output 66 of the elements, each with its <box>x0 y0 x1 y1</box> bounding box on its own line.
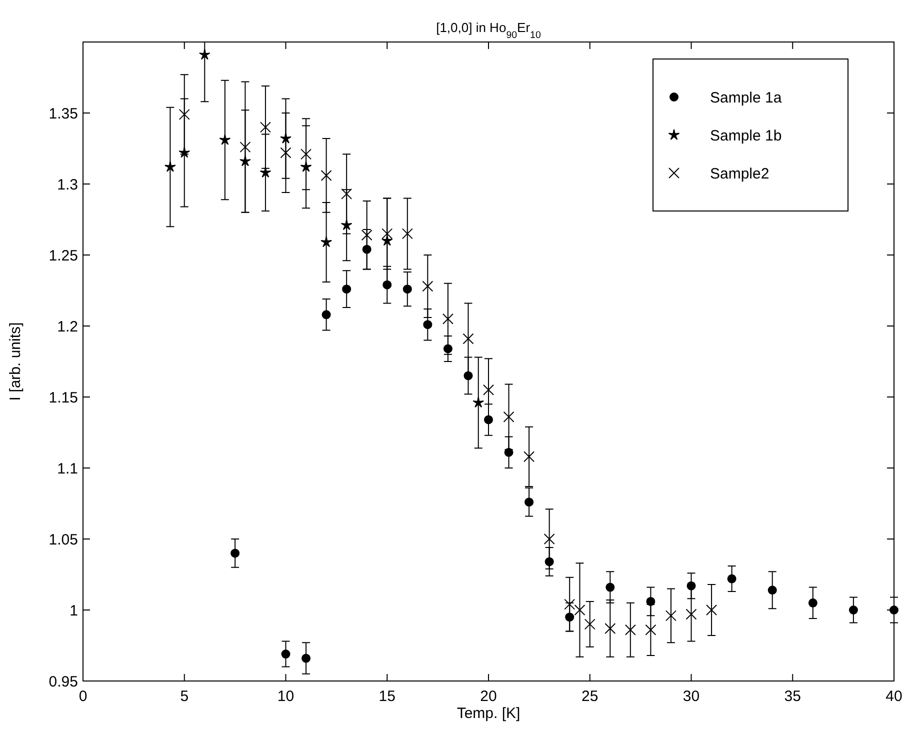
y-tick-label: 1.1 <box>57 460 78 478</box>
y-tick-label: 1.3 <box>57 176 78 194</box>
x-tick-label: 10 <box>277 688 294 705</box>
x-tick-label: 40 <box>886 688 902 705</box>
legend-label: Sample 1b <box>710 127 782 144</box>
point <box>606 582 615 592</box>
point <box>564 598 576 610</box>
point <box>544 534 555 544</box>
point <box>198 48 210 60</box>
legend-label: Sample 1a <box>710 89 782 106</box>
y-tick-label: 1.2 <box>57 318 78 336</box>
point <box>524 498 534 507</box>
x-tick-label: 5 <box>180 688 189 705</box>
point <box>462 333 474 344</box>
point <box>645 624 656 636</box>
point <box>624 624 636 636</box>
y-tick-label: 1.35 <box>48 105 78 122</box>
point <box>260 166 272 178</box>
point <box>280 147 292 158</box>
point <box>322 310 331 320</box>
x-tick-label: 25 <box>582 688 598 705</box>
point <box>281 650 290 659</box>
point <box>302 654 311 663</box>
point <box>219 134 231 145</box>
y-tick-label: 1.05 <box>48 531 78 548</box>
point <box>320 170 332 181</box>
x-tick-label: 35 <box>784 688 801 705</box>
x-tick-label: 15 <box>378 688 396 705</box>
y-tick-label: 0.95 <box>48 673 78 690</box>
y-tick-label: 1.15 <box>48 389 78 406</box>
point <box>342 284 352 294</box>
point <box>768 586 777 595</box>
point <box>848 606 858 614</box>
point <box>382 228 393 240</box>
point <box>808 598 818 608</box>
point <box>402 228 413 240</box>
point <box>706 604 718 616</box>
x-tick-label: 30 <box>682 688 700 705</box>
point <box>686 608 697 620</box>
y-tick-label: 1 <box>70 602 78 620</box>
point <box>665 610 676 622</box>
point <box>240 142 251 153</box>
y-axis-title: I [arb. units] <box>7 322 24 401</box>
x-tick-label: 20 <box>480 688 497 705</box>
point <box>483 384 494 396</box>
point <box>524 451 535 462</box>
y-tick-label: 1.25 <box>48 247 78 264</box>
point <box>164 160 176 172</box>
x-axis-title: Temp. [K] <box>456 705 520 722</box>
point <box>178 108 190 120</box>
point <box>260 122 271 133</box>
x-tick-label: 0 <box>78 688 88 705</box>
chart-title: [1,0,0] in Ho$_{90}$Er$_{10}$ <box>436 20 542 40</box>
point <box>503 411 514 422</box>
point <box>300 148 312 160</box>
point <box>472 396 484 408</box>
point <box>402 284 412 294</box>
point <box>727 574 736 584</box>
legend-label: Sample2 <box>710 165 770 182</box>
point <box>442 313 454 324</box>
point <box>604 622 616 634</box>
point <box>320 236 332 248</box>
point <box>422 280 434 292</box>
point <box>423 320 432 330</box>
point <box>584 618 596 630</box>
point <box>230 548 240 558</box>
